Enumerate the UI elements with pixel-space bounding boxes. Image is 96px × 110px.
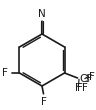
- Text: F: F: [89, 72, 94, 82]
- Text: F: F: [82, 83, 88, 93]
- Text: F: F: [2, 68, 8, 78]
- Text: N: N: [38, 9, 46, 19]
- Text: F: F: [77, 83, 83, 93]
- Text: F: F: [75, 83, 81, 93]
- Text: 3: 3: [84, 75, 89, 84]
- Text: CF: CF: [79, 73, 92, 83]
- Text: F: F: [41, 96, 47, 106]
